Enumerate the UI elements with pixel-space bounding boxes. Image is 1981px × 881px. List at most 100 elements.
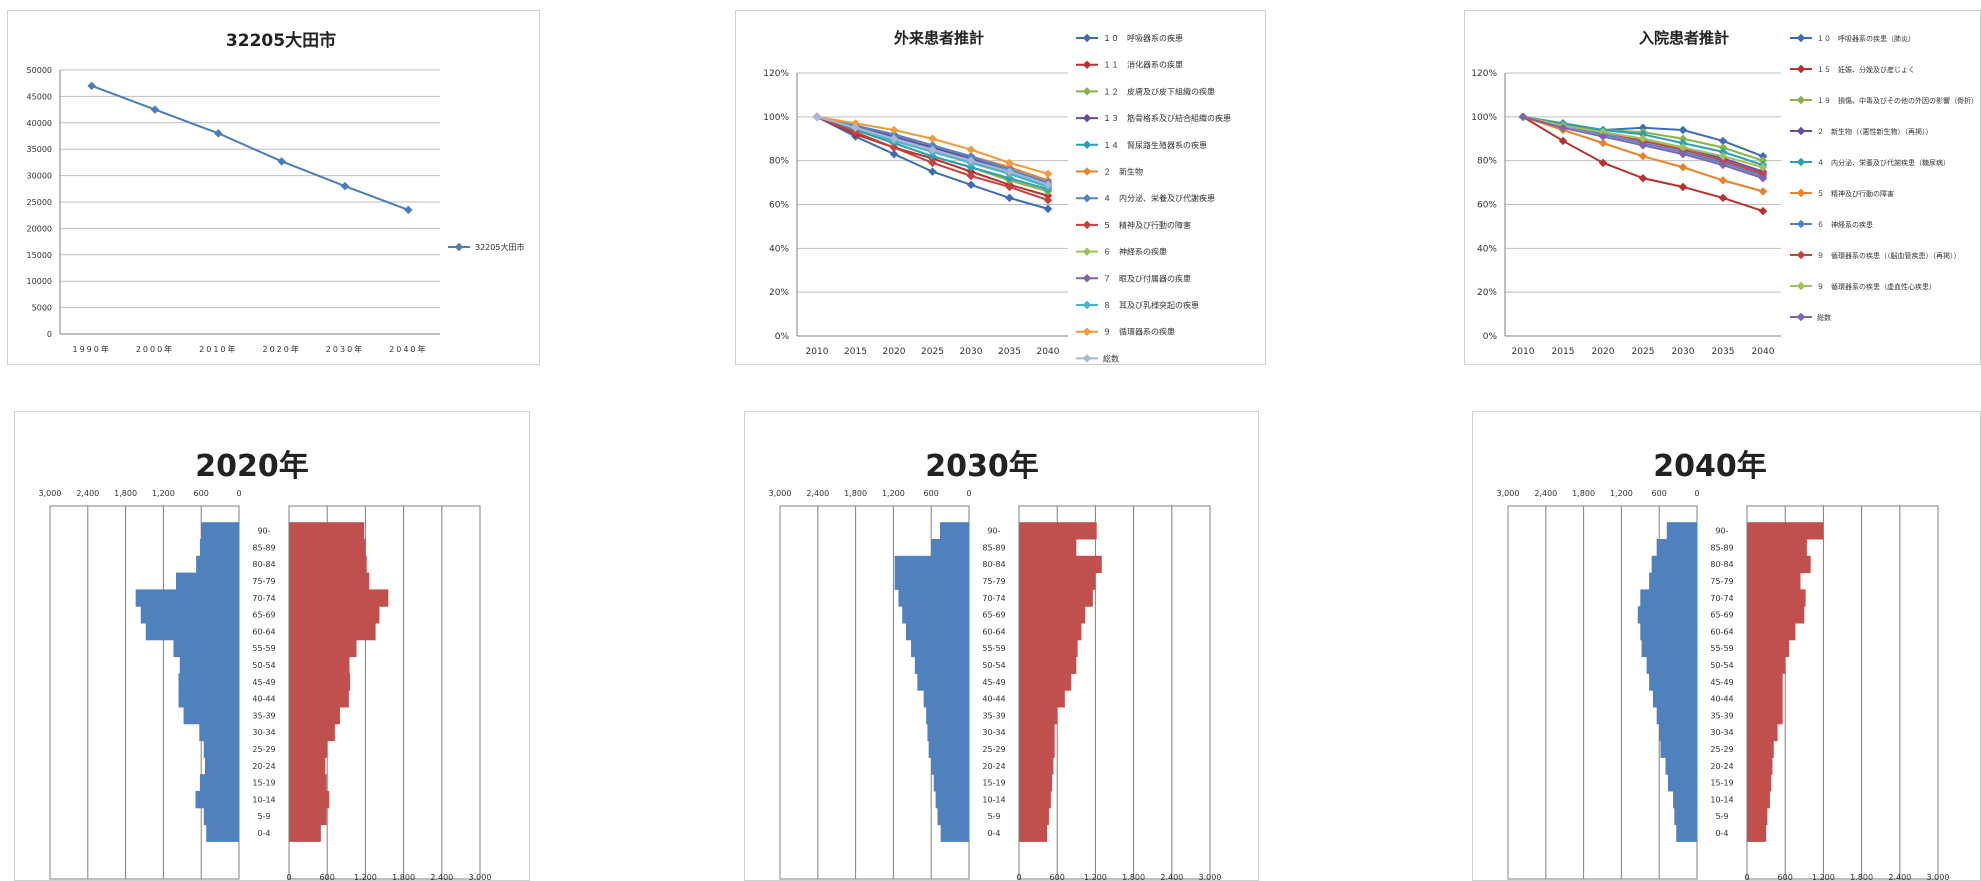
male-bar bbox=[1640, 623, 1697, 641]
age-label: 25-29 bbox=[982, 745, 1005, 754]
age-label: 80-84 bbox=[1710, 560, 1733, 569]
x-tick-label: 1,800 bbox=[1122, 873, 1145, 880]
y-tick-label: 120% bbox=[763, 69, 789, 79]
data-point bbox=[1638, 152, 1648, 161]
x-tick-label: 600 bbox=[1778, 873, 1793, 880]
x-tick-label: 3,000 bbox=[769, 489, 792, 498]
female-bar bbox=[1747, 623, 1796, 641]
age-label: 40-44 bbox=[252, 695, 275, 704]
y-tick-label: 50000 bbox=[27, 66, 52, 75]
female-bar bbox=[1747, 589, 1806, 607]
age-label: 50-54 bbox=[1710, 661, 1733, 670]
female-bar bbox=[289, 606, 380, 624]
male-bar bbox=[898, 589, 969, 607]
female-bar bbox=[289, 639, 357, 658]
y-tick-label: 60% bbox=[769, 201, 789, 211]
legend-label: １２ 皮膚及び皮下組織の疾患 bbox=[1103, 86, 1215, 96]
data-point bbox=[928, 134, 937, 143]
y-tick-label: 15000 bbox=[27, 251, 52, 260]
legend-marker bbox=[1082, 193, 1092, 203]
data-point bbox=[1598, 158, 1608, 168]
legend-label: ９ 循環器系の疾患 bbox=[1103, 327, 1175, 337]
y-tick-label: 0% bbox=[775, 332, 790, 342]
x-tick-label: 1,200 bbox=[354, 873, 377, 880]
female-bar bbox=[1019, 656, 1077, 674]
x-tick-label: 3,000 bbox=[1927, 873, 1950, 880]
chart-title: 外来患者推計 bbox=[893, 29, 984, 47]
x-tick-label: 600 bbox=[924, 489, 939, 498]
age-label: 25-29 bbox=[252, 745, 275, 754]
female-bar bbox=[289, 757, 326, 775]
age-label: 85-89 bbox=[252, 543, 275, 552]
x-tick-label: 2040 bbox=[1037, 347, 1060, 357]
male-bar bbox=[1640, 589, 1697, 607]
legend-marker bbox=[1796, 64, 1806, 74]
data-point bbox=[966, 180, 976, 190]
legend-marker bbox=[1796, 188, 1806, 198]
x-tick-label: 2,400 bbox=[1888, 873, 1911, 880]
age-label: 60-64 bbox=[982, 627, 1005, 636]
data-point bbox=[404, 205, 413, 215]
age-label: 30-34 bbox=[982, 728, 1005, 737]
chart-title: 32205大田市 bbox=[226, 30, 336, 51]
female-bar bbox=[1747, 555, 1811, 574]
female-bar bbox=[1019, 740, 1055, 758]
legend-marker bbox=[1796, 281, 1806, 291]
female-bar bbox=[1747, 572, 1801, 590]
x-tick-label: 1,800 bbox=[844, 489, 867, 498]
legend-label: ２ 新生物（（悪性新生物）（再掲）） bbox=[1817, 127, 1933, 136]
x-tick-label: 2,400 bbox=[806, 489, 829, 498]
legend-marker bbox=[1082, 167, 1092, 176]
age-label: 70-74 bbox=[982, 594, 1005, 603]
chart-svg: 外来患者推計 0% 20% 40% 60% 80% 100% 120% 2010 2015 2020… bbox=[763, 29, 1231, 363]
legend-label: ９ 循環器系の疾患（（脳血管疾患）（再掲）） bbox=[1817, 251, 1961, 260]
age-label: 10-14 bbox=[1710, 795, 1733, 804]
x-tick-label: 1,800 bbox=[1572, 489, 1595, 498]
male-bar bbox=[195, 791, 239, 809]
male-bar bbox=[1674, 807, 1697, 826]
legend-marker bbox=[1796, 312, 1806, 322]
y-tick-label: 60% bbox=[1477, 201, 1497, 211]
data-point bbox=[1043, 169, 1053, 179]
female-bar bbox=[1747, 774, 1772, 792]
legend-label: １４ 腎尿路生殖器系の疾患 bbox=[1103, 140, 1207, 150]
legend-label: １５ 妊娠、分娩及び産じょく bbox=[1817, 65, 1915, 74]
x-tick-label: 2020 bbox=[883, 347, 906, 357]
male-bar bbox=[902, 606, 969, 624]
male-bar bbox=[1676, 824, 1697, 842]
y-tick-label: 40% bbox=[1477, 244, 1497, 254]
female-bar bbox=[1747, 539, 1807, 557]
y-tick-label: 100% bbox=[763, 113, 789, 123]
y-tick-label: 35000 bbox=[27, 145, 52, 154]
male-bar bbox=[917, 673, 969, 691]
male-bar bbox=[1652, 690, 1697, 708]
x-tick-label: 600 bbox=[194, 489, 209, 498]
age-label: 20-24 bbox=[982, 762, 1005, 771]
legend-label: ７ 眼及び付属器の疾患 bbox=[1103, 273, 1191, 283]
chart-title: 入院患者推計 bbox=[1639, 29, 1729, 47]
y-tick-label: 25000 bbox=[27, 198, 52, 207]
female-bar bbox=[289, 589, 389, 607]
legend-label: １３ 筋骨格系及び結合組織の疾患 bbox=[1103, 113, 1231, 123]
x-tick-label: 2040年 bbox=[389, 344, 427, 354]
age-label: 80-84 bbox=[252, 560, 275, 569]
legend-marker bbox=[1082, 354, 1092, 363]
legend-marker bbox=[1796, 250, 1806, 260]
legend-marker bbox=[1082, 327, 1092, 336]
legend-label: １０ 呼吸器系の疾患（肺炎） bbox=[1817, 34, 1915, 43]
female-bar bbox=[1747, 740, 1774, 758]
female-bar bbox=[289, 774, 327, 792]
female-bar bbox=[1019, 757, 1054, 775]
x-tick-label: 0 bbox=[236, 489, 241, 498]
age-label: 10-14 bbox=[982, 795, 1005, 804]
age-label: 45-49 bbox=[982, 678, 1005, 687]
age-label: 45-49 bbox=[252, 678, 275, 687]
male-bar bbox=[933, 774, 969, 792]
female-bar bbox=[1019, 623, 1082, 641]
x-tick-label: 1,200 bbox=[1812, 873, 1835, 880]
male-bar bbox=[196, 555, 239, 574]
data-point bbox=[1678, 162, 1688, 172]
female-bar bbox=[1019, 673, 1072, 691]
male-bar bbox=[140, 606, 239, 624]
female-bar bbox=[289, 807, 327, 826]
